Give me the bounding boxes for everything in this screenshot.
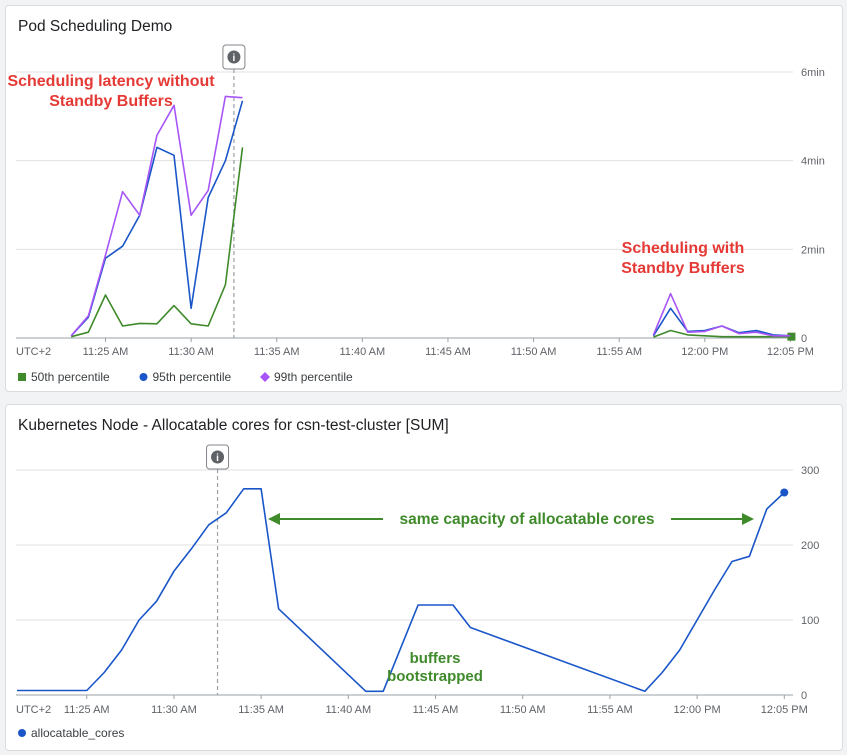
timezone-label: UTC+2 bbox=[16, 346, 51, 358]
latency-chart-svg: 0 2min 4min 6min UTC+2 11:25 AM 11:30 AM 11:35 … bbox=[7, 44, 825, 384]
x-tick-label: 11:40 AM bbox=[340, 346, 386, 358]
y-tick-label: 0 bbox=[801, 690, 807, 702]
annotation-text: Standby Buffers bbox=[621, 260, 745, 277]
info-icon-glyph: i bbox=[216, 453, 219, 464]
x-tick-label: 11:45 AM bbox=[425, 346, 471, 358]
x-tick-label: 11:30 AM bbox=[151, 704, 197, 716]
info-icon-glyph: i bbox=[233, 53, 236, 64]
pod-scheduling-card: Pod Scheduling Demo 0 2min 4min 6min UTC+2 11… bbox=[5, 5, 843, 392]
x-tick-label: 11:50 AM bbox=[500, 704, 546, 716]
series-line-50th-percentile bbox=[653, 329, 791, 338]
x-tick-label: 11:25 AM bbox=[64, 704, 110, 716]
arrowhead-left bbox=[268, 513, 280, 525]
cores-chart-svg: 0 100 200 300 UTC+2 11:25 AM 11:30 AM 11:35 AM 1… bbox=[16, 444, 819, 740]
legend-label: allocatable_cores bbox=[31, 726, 124, 740]
timezone-label: UTC+2 bbox=[16, 704, 51, 716]
series-line-99th-percentile bbox=[70, 95, 243, 337]
x-tick-label: 11:55 AM bbox=[596, 346, 642, 358]
x-tick-label: 11:25 AM bbox=[83, 346, 129, 358]
arrowhead-right bbox=[742, 513, 754, 525]
y-tick-label: 4min bbox=[801, 156, 825, 168]
series-line-allocatable_cores bbox=[17, 488, 785, 693]
info-icon bbox=[227, 50, 241, 64]
chart-title: Pod Scheduling Demo bbox=[18, 18, 173, 35]
allocatable-cores-card: Kubernetes Node - Allocatable cores for … bbox=[5, 404, 843, 751]
x-tick-label: 12:05 PM bbox=[767, 346, 814, 358]
legend-label: 50th percentile bbox=[31, 370, 110, 384]
x-tick-label: 11:35 AM bbox=[254, 346, 300, 358]
chart-title: Kubernetes Node - Allocatable cores for … bbox=[18, 417, 449, 434]
annotation-text: buffers bbox=[410, 650, 461, 667]
legend-label: 99th percentile bbox=[274, 370, 353, 384]
x-tick-label: 11:50 AM bbox=[511, 346, 557, 358]
annotation-text: Standby Buffers bbox=[49, 93, 173, 110]
x-tick-label: 11:30 AM bbox=[168, 346, 214, 358]
annotation-text: bootstrapped bbox=[387, 668, 483, 685]
series-line-50th-percentile bbox=[70, 147, 244, 338]
y-tick-label: 6min bbox=[801, 67, 825, 79]
y-tick-label: 2min bbox=[801, 244, 825, 256]
legend-label: 95th percentile bbox=[153, 370, 232, 384]
series-end-marker bbox=[780, 488, 789, 497]
x-tick-label: 12:05 PM bbox=[761, 704, 808, 716]
annotation-text: same capacity of allocatable cores bbox=[399, 511, 654, 528]
annotation-text: Scheduling with bbox=[622, 240, 745, 257]
annotation-text: Scheduling latency without bbox=[7, 73, 215, 90]
legend-swatch bbox=[18, 373, 26, 381]
x-tick-label: 11:35 AM bbox=[238, 704, 284, 716]
x-tick-label: 11:45 AM bbox=[413, 704, 459, 716]
x-tick-label: 12:00 PM bbox=[681, 346, 728, 358]
y-tick-label: 300 bbox=[801, 465, 819, 477]
legend-swatch bbox=[18, 729, 26, 737]
legend-swatch bbox=[139, 373, 148, 381]
series-line-99th-percentile bbox=[652, 292, 791, 337]
y-tick-label: 0 bbox=[801, 333, 807, 345]
y-tick-label: 200 bbox=[801, 540, 819, 552]
x-tick-label: 11:55 AM bbox=[587, 704, 633, 716]
y-tick-label: 100 bbox=[801, 615, 819, 627]
legend-swatch bbox=[260, 372, 270, 382]
info-icon bbox=[211, 450, 225, 464]
x-tick-label: 11:40 AM bbox=[325, 704, 371, 716]
series-end-marker bbox=[787, 332, 796, 341]
x-tick-label: 12:00 PM bbox=[674, 704, 721, 716]
